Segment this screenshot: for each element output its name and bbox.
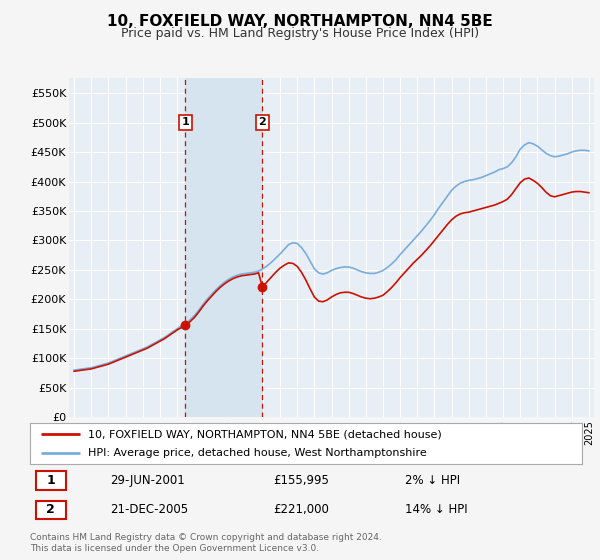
Text: 2% ↓ HPI: 2% ↓ HPI	[406, 474, 460, 487]
Bar	[185, 78, 262, 417]
Text: 2: 2	[46, 503, 55, 516]
Text: 21-DEC-2005: 21-DEC-2005	[110, 503, 188, 516]
Text: 1: 1	[46, 474, 55, 487]
Text: Price paid vs. HM Land Registry's House Price Index (HPI): Price paid vs. HM Land Registry's House …	[121, 27, 479, 40]
Text: £221,000: £221,000	[273, 503, 329, 516]
FancyBboxPatch shape	[35, 501, 66, 519]
Text: Contains HM Land Registry data © Crown copyright and database right 2024.
This d: Contains HM Land Registry data © Crown c…	[30, 533, 382, 553]
Text: HPI: Average price, detached house, West Northamptonshire: HPI: Average price, detached house, West…	[88, 448, 427, 458]
Text: £155,995: £155,995	[273, 474, 329, 487]
Text: 2: 2	[259, 118, 266, 128]
Text: 10, FOXFIELD WAY, NORTHAMPTON, NN4 5BE: 10, FOXFIELD WAY, NORTHAMPTON, NN4 5BE	[107, 14, 493, 29]
Text: 10, FOXFIELD WAY, NORTHAMPTON, NN4 5BE (detached house): 10, FOXFIELD WAY, NORTHAMPTON, NN4 5BE (…	[88, 430, 442, 439]
Text: 14% ↓ HPI: 14% ↓ HPI	[406, 503, 468, 516]
FancyBboxPatch shape	[35, 471, 66, 490]
Text: 29-JUN-2001: 29-JUN-2001	[110, 474, 185, 487]
Text: 1: 1	[181, 118, 189, 128]
